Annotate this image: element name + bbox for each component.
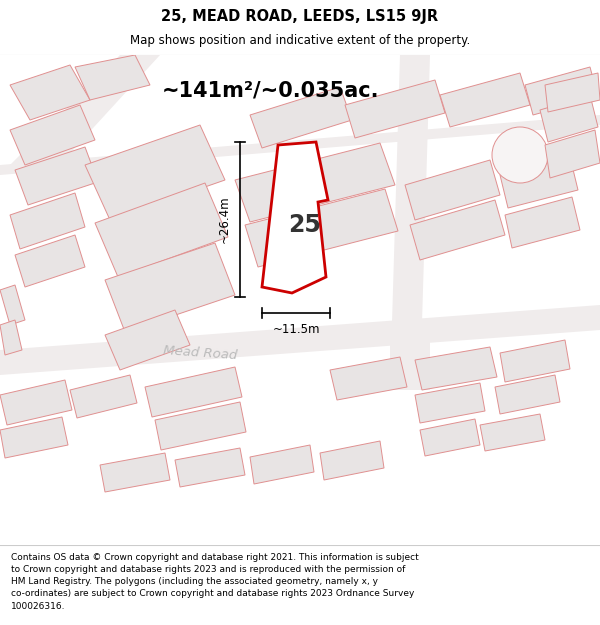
Text: ~141m²/~0.035ac.: ~141m²/~0.035ac. bbox=[161, 80, 379, 100]
Polygon shape bbox=[390, 55, 430, 390]
Polygon shape bbox=[70, 375, 137, 418]
Polygon shape bbox=[85, 125, 225, 220]
Polygon shape bbox=[320, 441, 384, 480]
Polygon shape bbox=[15, 235, 85, 287]
Polygon shape bbox=[10, 55, 160, 175]
Polygon shape bbox=[0, 320, 22, 355]
Polygon shape bbox=[235, 143, 395, 222]
Polygon shape bbox=[10, 65, 90, 120]
Polygon shape bbox=[145, 367, 242, 417]
Polygon shape bbox=[95, 183, 228, 277]
Polygon shape bbox=[440, 73, 530, 127]
Polygon shape bbox=[480, 414, 545, 451]
Polygon shape bbox=[500, 340, 570, 382]
Polygon shape bbox=[250, 445, 314, 484]
Text: Map shows position and indicative extent of the property.: Map shows position and indicative extent… bbox=[130, 34, 470, 48]
Circle shape bbox=[492, 127, 548, 183]
Polygon shape bbox=[0, 285, 25, 325]
Polygon shape bbox=[155, 402, 246, 450]
Polygon shape bbox=[405, 160, 500, 220]
Polygon shape bbox=[105, 243, 235, 332]
Polygon shape bbox=[15, 147, 98, 205]
Polygon shape bbox=[0, 417, 68, 458]
Polygon shape bbox=[410, 200, 505, 260]
Polygon shape bbox=[175, 448, 245, 487]
Polygon shape bbox=[262, 142, 328, 293]
Polygon shape bbox=[245, 189, 398, 267]
Polygon shape bbox=[100, 453, 170, 492]
Polygon shape bbox=[330, 357, 407, 400]
Polygon shape bbox=[545, 130, 600, 178]
Polygon shape bbox=[415, 347, 497, 390]
Polygon shape bbox=[390, 345, 430, 390]
Polygon shape bbox=[415, 383, 485, 423]
Text: 25: 25 bbox=[289, 213, 322, 237]
Polygon shape bbox=[345, 80, 445, 138]
Polygon shape bbox=[545, 73, 600, 112]
Polygon shape bbox=[390, 340, 430, 390]
Polygon shape bbox=[10, 105, 95, 165]
Text: ~11.5m: ~11.5m bbox=[272, 323, 320, 336]
Polygon shape bbox=[505, 197, 580, 248]
Text: Mead Road: Mead Road bbox=[163, 344, 238, 362]
Polygon shape bbox=[420, 419, 480, 456]
Polygon shape bbox=[0, 380, 72, 425]
Polygon shape bbox=[0, 305, 600, 375]
Polygon shape bbox=[525, 67, 598, 115]
Text: 25, MEAD ROAD, LEEDS, LS15 9JR: 25, MEAD ROAD, LEEDS, LS15 9JR bbox=[161, 9, 439, 24]
Polygon shape bbox=[250, 87, 352, 148]
Polygon shape bbox=[0, 115, 600, 175]
Polygon shape bbox=[500, 157, 578, 208]
Polygon shape bbox=[10, 193, 85, 249]
Polygon shape bbox=[105, 310, 190, 370]
Polygon shape bbox=[540, 95, 598, 142]
Polygon shape bbox=[495, 375, 560, 414]
Text: Contains OS data © Crown copyright and database right 2021. This information is : Contains OS data © Crown copyright and d… bbox=[11, 553, 419, 611]
Polygon shape bbox=[75, 55, 150, 100]
Text: ~26.4m: ~26.4m bbox=[218, 196, 231, 243]
